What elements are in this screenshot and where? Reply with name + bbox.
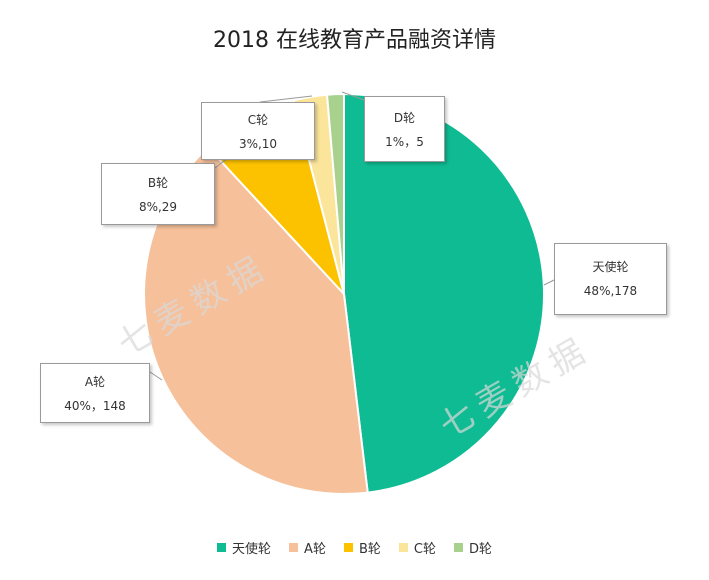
callout-b: B轮 8%,29	[101, 163, 215, 225]
callout-b-value: 8%,29	[138, 200, 178, 214]
legend-swatch-angel	[217, 543, 227, 552]
legend-item-a[interactable]: A轮	[289, 538, 326, 557]
legend-swatch-b	[343, 543, 353, 552]
chart-title: 2018 在线教育产品融资详情	[213, 28, 496, 53]
leader-line-angel	[543, 279, 555, 286]
legend-swatch-d	[453, 543, 463, 552]
legend-swatch-c	[398, 543, 408, 552]
callout-angel: 天使轮 48%,178	[554, 243, 667, 315]
callout-d: D轮 1%，5	[364, 96, 445, 162]
legend-item-b[interactable]: B轮	[343, 538, 381, 557]
callout-d-name: D轮	[393, 111, 416, 125]
legend-swatch-a	[289, 543, 299, 552]
leader-line-a	[149, 371, 163, 381]
callout-b-name: B轮	[147, 176, 169, 190]
legend-label-angel: 天使轮	[232, 542, 272, 557]
callout-c: C轮 3%,10	[201, 102, 315, 160]
legend-item-c[interactable]: C轮	[398, 538, 436, 557]
callout-d-value: 1%，5	[385, 135, 424, 149]
legend-label-a: A轮	[304, 542, 326, 557]
legend-label-b: B轮	[358, 542, 381, 557]
callout-angel-value: 48%,178	[583, 284, 638, 298]
leader-line-c	[259, 95, 313, 103]
legend-item-d[interactable]: D轮	[453, 538, 492, 557]
callout-leaders	[149, 91, 555, 381]
callout-a: A轮 40%，148	[40, 363, 150, 423]
callout-a-name: A轮	[84, 375, 106, 389]
legend: 天使轮 A轮 B轮 C轮 D轮	[0, 538, 709, 557]
callout-a-value: 40%，148	[64, 399, 126, 413]
legend-label-c: C轮	[413, 542, 436, 557]
legend-label-d: D轮	[468, 542, 492, 557]
legend-item-angel[interactable]: 天使轮	[217, 538, 271, 557]
pie-slices	[143, 92, 546, 495]
pie-slice-d	[325, 92, 345, 295]
callout-c-name: C轮	[247, 113, 269, 127]
leader-line-d	[341, 91, 365, 101]
callout-angel-name: 天使轮	[592, 260, 629, 274]
callout-c-value: 3%,10	[238, 137, 278, 151]
